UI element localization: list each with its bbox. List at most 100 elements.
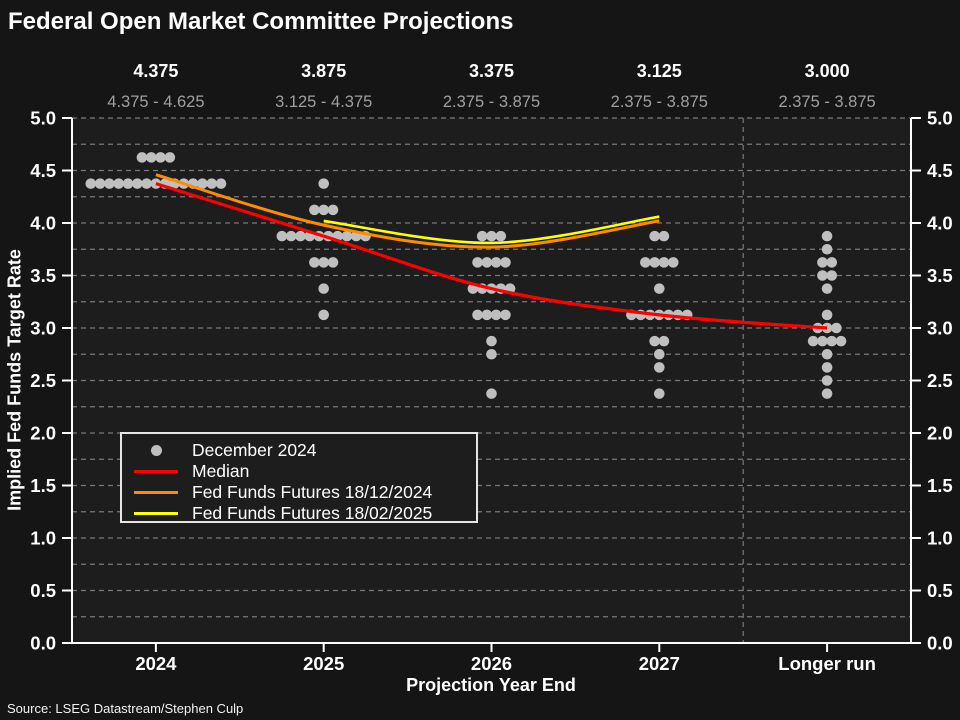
legend-label: December 2024 [192, 440, 317, 460]
projection-dot [640, 257, 651, 268]
projection-dot [85, 178, 97, 189]
y-tick-label-right: 4.5 [927, 160, 953, 181]
x-tick-label: Longer run [778, 653, 876, 674]
legend-line-marker [134, 491, 178, 494]
projection-dot [821, 388, 833, 399]
y-tick-label-right: 0.0 [927, 633, 953, 654]
futures-line-18-02-2025 [323, 215, 660, 245]
x-axis-title: Projection Year End [406, 675, 576, 695]
projection-dot [481, 257, 493, 268]
legend-item: Fed Funds Futures 18/02/2025 [134, 503, 468, 524]
y-tick-label-left: 0.0 [30, 633, 56, 654]
projection-dot [113, 178, 124, 189]
chart-title: Federal Open Market Committee Projection… [8, 8, 514, 35]
line-swatch [134, 470, 178, 473]
projection-dot [164, 152, 176, 163]
projection-dot [658, 335, 670, 347]
projection-dot [667, 257, 679, 268]
top-range-label: 3.125 - 4.375 [275, 93, 373, 111]
projection-dot [817, 257, 828, 268]
projection-dot [285, 230, 297, 242]
y-tick-label-right: 3.5 [927, 265, 953, 286]
projection-dot [136, 152, 148, 163]
projection-dot [821, 362, 833, 373]
projection-dot [155, 152, 166, 163]
projection-dot [276, 230, 288, 242]
projection-dot [817, 270, 828, 281]
top-range-label: 4.375 - 4.625 [107, 93, 205, 111]
top-median-label: 3.125 [636, 61, 682, 81]
projection-dot [318, 257, 330, 268]
line-swatch [134, 512, 178, 515]
projection-dot [658, 230, 670, 242]
projection-dot [318, 283, 330, 294]
legend-item: December 2024 [134, 440, 468, 461]
projection-dot [318, 204, 330, 216]
projection-dot [94, 178, 106, 189]
projection-dot [831, 322, 842, 334]
projection-dot [490, 257, 502, 268]
x-tick-label: 2025 [303, 653, 344, 674]
projection-dot [821, 309, 833, 321]
y-tick-label-left: 4.5 [30, 160, 56, 181]
projection-dot [476, 230, 488, 242]
median-line [155, 182, 828, 330]
projection-dot [500, 309, 511, 321]
y-tick-label-right: 0.5 [927, 580, 953, 601]
y-tick-label-left: 3.5 [30, 265, 56, 286]
projection-dot [654, 348, 665, 360]
projection-dot [654, 283, 665, 294]
y-tick-label-left: 1.0 [30, 528, 56, 549]
projection-dot [104, 178, 115, 189]
projection-dot [309, 257, 320, 268]
top-median-label: 4.375 [133, 61, 179, 81]
legend-item: Fed Funds Futures 18/12/2024 [134, 482, 468, 503]
y-tick-label-left: 1.5 [30, 475, 56, 496]
x-tick-label: 2024 [135, 653, 177, 674]
projection-dot [206, 178, 217, 189]
projection-dot [821, 283, 833, 294]
projection-dot [141, 178, 152, 189]
legend-label: Median [192, 461, 250, 481]
projection-dot [826, 335, 838, 347]
projection-dot [654, 388, 665, 399]
y-tick-label-left: 3.0 [30, 318, 56, 339]
projection-dot [490, 309, 502, 321]
projection-dot [821, 243, 833, 255]
top-range-label: 2.375 - 3.875 [610, 93, 708, 111]
dot-swatch [150, 445, 162, 456]
projection-dot [295, 230, 306, 242]
projection-dot [821, 348, 833, 360]
projection-dot [649, 335, 660, 347]
legend: December 2024 Median Fed Funds Futures 18/… [120, 432, 478, 523]
y-tick-label-right: 2.5 [927, 370, 953, 391]
projection-dot [658, 257, 670, 268]
projection-dot [649, 230, 660, 242]
line-swatch [134, 491, 178, 494]
y-tick-label-right: 1.5 [927, 475, 953, 496]
projection-dot [215, 178, 227, 189]
projection-dot [486, 348, 497, 360]
projection-dot [341, 230, 353, 242]
y-tick-label-left: 2.5 [30, 370, 56, 391]
projection-dot [327, 204, 339, 216]
y-tick-label-right: 2.0 [927, 423, 953, 444]
projection-dot [821, 230, 833, 242]
legend-line-marker [134, 470, 178, 473]
projection-dot [481, 309, 493, 321]
futures-line-18-12-2024 [155, 173, 660, 249]
legend-line-marker [134, 512, 178, 515]
y-tick-label-left: 5.0 [30, 108, 56, 129]
projection-dot [327, 257, 339, 268]
projection-dot [122, 178, 134, 189]
projection-dot [807, 335, 819, 347]
projection-dot [145, 152, 157, 163]
y-tick-label-left: 4.0 [30, 213, 56, 234]
projection-dot [472, 257, 483, 268]
source-note: Source: LSEG Datastream/Stephen Culp [7, 701, 244, 716]
projection-dot [835, 335, 847, 347]
projection-dot [309, 204, 320, 216]
projection-dot [649, 257, 660, 268]
top-median-label: 3.875 [301, 61, 347, 81]
projection-dot [197, 178, 208, 189]
